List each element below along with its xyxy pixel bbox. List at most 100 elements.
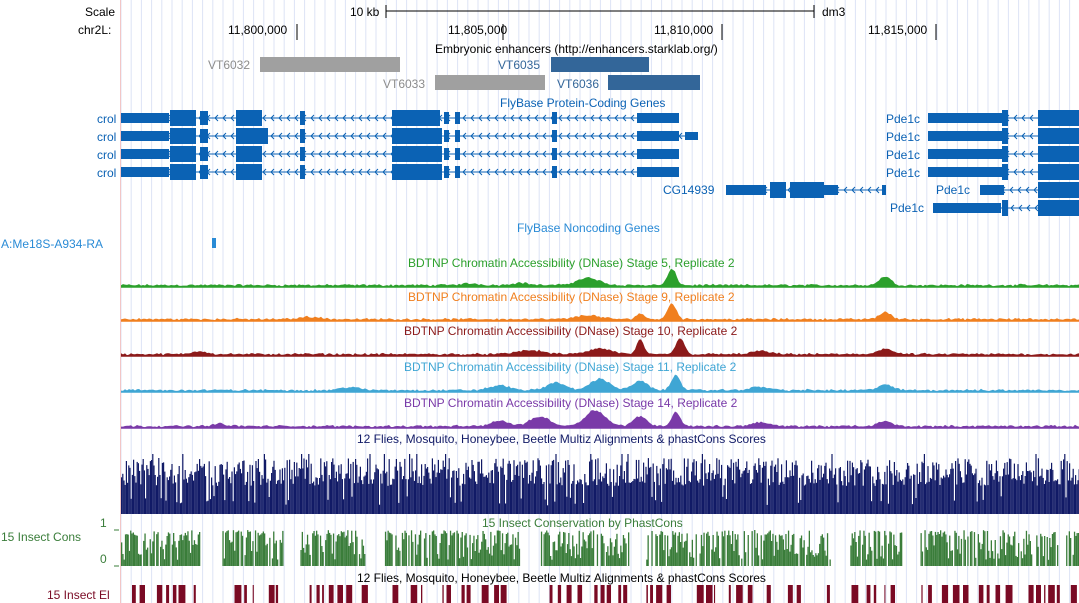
strand-arrow [286,132,291,140]
multiz-bar [719,478,721,514]
strand-arrow [1021,132,1026,140]
enhancer-label[interactable]: VT6035 [498,58,541,72]
label-area-divider [120,0,121,603]
strand-arrow [582,150,587,158]
multiz-bar [543,482,545,514]
multiz-bar [569,497,571,514]
multiz-bar [491,470,493,514]
multiz-bar [812,472,814,514]
phastcons-bar [543,534,545,566]
phastcons-bar [126,534,128,566]
multiz-bar [745,468,747,514]
conserved-element [952,585,960,603]
multiz-bar [1017,464,1019,514]
phastcons-bar [605,552,608,566]
multiz-bar [536,471,538,514]
gene-label-pde1c[interactable]: Pde1c [886,148,921,162]
noncoding-genes-track-title[interactable]: FlyBase Noncoding Genes [517,221,660,235]
multiz-bar [718,459,720,514]
strand-arrow [286,114,291,122]
multiz-bar [711,473,713,514]
dnase-track-title-stage14[interactable]: BDTNP Chromatin Accessibility (DNase) St… [404,396,738,410]
phastcons-bar [388,532,391,566]
phastcons-bar [431,531,433,566]
dnase-track-title-stage9[interactable]: BDTNP Chromatin Accessibility (DNase) St… [408,290,735,304]
phastcons-bar [440,533,443,566]
gene-label-pde1c[interactable]: Pde1c [890,201,925,215]
multiz-bar [916,463,918,514]
multiz-bar [391,484,393,514]
multiz-bar [219,464,221,514]
multiz-bar [764,465,766,514]
gene-label-crol[interactable]: crol [97,148,117,162]
phastcons-bar [930,531,933,566]
position-tick-label: 11,805,000 [448,23,508,37]
multiz-bar [928,481,930,514]
gene-label-pde1c[interactable]: Pde1c [886,166,921,180]
enhancers-track-title[interactable]: Embryonic enhancers (http://enhancers.st… [435,42,718,56]
phastcons-bar [579,558,582,566]
multiz-bar [911,504,913,514]
strand-arrow [270,114,275,122]
multiz-bar [759,465,761,514]
multiz-bar [449,497,451,514]
elements-track-title[interactable]: 12 Flies, Mosquito, Honeybee, Beetle Mul… [357,571,766,585]
multiz-bar [327,499,329,514]
enhancer-label[interactable]: VT6033 [383,77,426,91]
phastcons-bar [563,532,565,566]
multiz-bar [315,477,317,514]
multiz-bar [370,479,372,514]
multiz-bar [614,485,616,514]
dnase-track-title-stage11[interactable]: BDTNP Chromatin Accessibility (DNase) St… [404,360,737,374]
dnase-track-title-stage5[interactable]: BDTNP Chromatin Accessibility (DNase) St… [408,256,735,270]
strand-arrow [598,132,603,140]
phastcons-bar [877,530,879,566]
multiz-bar [223,474,225,514]
phastcons-bar [899,532,901,566]
dnase-signal [121,303,1079,321]
multiz-bar [615,482,617,514]
strand-arrow [374,150,379,158]
phastcons-bar [682,547,684,566]
noncoding-gene-label[interactable]: A:Me18S-A934-RA [1,237,104,251]
multiz-bar [920,482,922,514]
phastcons-bar [1042,556,1044,566]
gene-label-pde1c[interactable]: Pde1c [886,112,921,126]
gene-label-pde1c[interactable]: Pde1c [886,130,921,144]
exon [726,185,766,195]
phastcons-bar [1050,547,1052,566]
multiz-bar [293,462,295,514]
multiz-bar [915,498,917,514]
gene-label-crol[interactable]: crol [97,130,117,144]
gene-label-crol[interactable]: crol [97,166,117,180]
multiz-bar [682,485,684,514]
enhancer-block [260,57,400,72]
multiz-bar [658,485,660,514]
coding-genes-track-title[interactable]: FlyBase Protein-Coding Genes [500,96,666,110]
phastcons-track-title[interactable]: 15 Insect Conservation by PhastCons [482,516,683,530]
strand-arrow [558,132,563,140]
multiz-bar [532,460,534,514]
phastcons-bar [193,540,196,566]
phastcons-bar [885,535,887,566]
multiz-track-title[interactable]: 12 Flies, Mosquito, Honeybee, Beetle Mul… [357,432,766,446]
enhancer-label[interactable]: VT6036 [557,77,600,91]
phastcons-side-label[interactable]: 15 Insect Cons [1,530,82,544]
multiz-bar [508,460,510,514]
phastcons-bar [260,534,262,566]
phastcons-bar [817,553,820,566]
enhancer-label[interactable]: VT6032 [208,58,251,72]
multiz-bar [465,462,467,514]
multiz-bar [1035,454,1037,514]
phastcons-bar [573,546,575,566]
dnase-track-title-stage10[interactable]: BDTNP Chromatin Accessibility (DNase) St… [404,324,738,338]
conserved-element [252,585,254,603]
multiz-bar [959,471,961,514]
gene-label-crol[interactable]: crol [97,112,117,126]
elements-side-label[interactable]: 15 Insect El [47,588,110,602]
gene-label-cg14939[interactable]: CG14939 [663,183,715,197]
phastcons-bar [854,532,856,566]
gene-label-pde1c[interactable]: Pde1c [936,183,971,197]
